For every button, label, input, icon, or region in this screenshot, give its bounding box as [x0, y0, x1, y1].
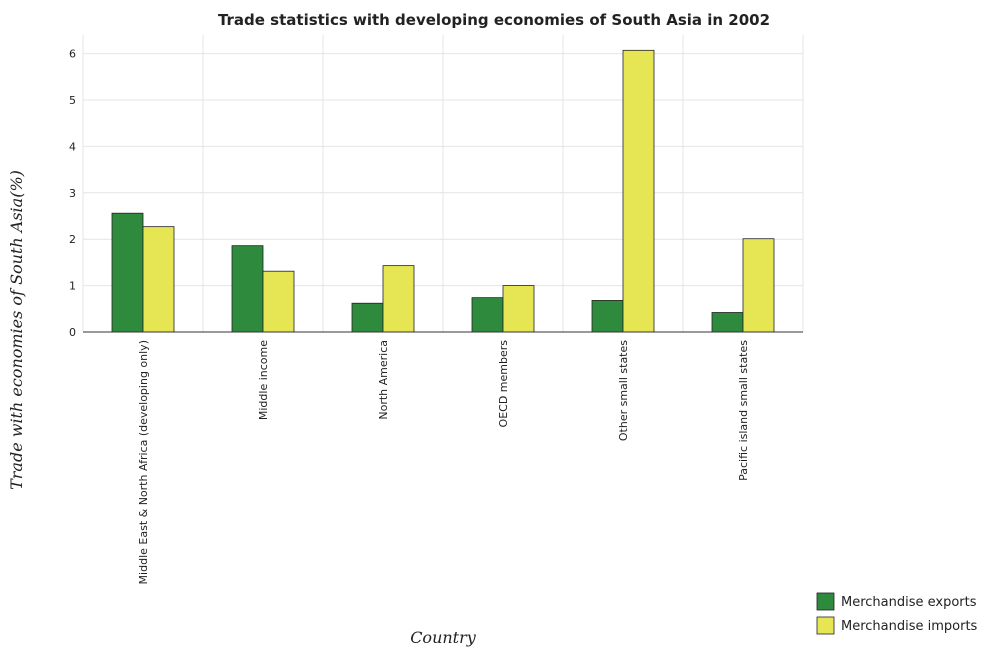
y-tick-labels: 0 1 2 3 4 5 6	[69, 48, 76, 339]
bar-merchandise-exports	[231, 245, 264, 333]
x-tick-label: Other small states	[617, 340, 630, 441]
x-tick-labels: Middle East & North Africa (developing o…	[137, 340, 750, 585]
x-tick-label: North America	[377, 340, 390, 420]
x-tick-label: Pacific island small states	[737, 340, 750, 481]
bar-merchandise-imports	[502, 285, 535, 333]
bar-merchandise-exports	[711, 312, 744, 333]
y-tick-label: 2	[69, 233, 76, 246]
bar-merchandise-imports	[142, 226, 175, 333]
legend-label: Merchandise exports	[841, 595, 977, 610]
x-tick-label: Middle East & North Africa (developing o…	[137, 340, 150, 584]
legend-swatch	[816, 592, 835, 611]
bar-merchandise-exports	[111, 212, 144, 333]
y-tick-label: 4	[69, 140, 76, 153]
y-tick-label: 6	[69, 48, 76, 61]
bar-merchandise-exports	[351, 302, 384, 333]
y-axis-title: Trade with economies of South Asia(%)	[7, 170, 26, 490]
x-axis-title: Country	[410, 628, 477, 647]
legend-label: Merchandise imports	[841, 619, 978, 634]
chart-title: Trade statistics with developing economi…	[218, 11, 770, 29]
y-tick-label: 0	[69, 326, 76, 339]
x-tick-label: Middle income	[257, 340, 270, 420]
bars	[111, 49, 775, 333]
x-tick-label: OECD members	[497, 340, 510, 428]
y-tick-label: 3	[69, 187, 76, 200]
bar-merchandise-imports	[262, 270, 295, 333]
bar-merchandise-exports	[591, 300, 624, 333]
bar-merchandise-imports	[622, 49, 655, 333]
bar-merchandise-imports	[742, 238, 775, 333]
bar-merchandise-imports	[382, 265, 415, 333]
legend: Merchandise exports Merchandise imports	[816, 592, 978, 635]
bar-merchandise-exports	[471, 297, 504, 333]
y-tick-label: 1	[69, 280, 76, 293]
gridlines	[82, 35, 804, 333]
legend-swatch	[816, 616, 835, 635]
y-tick-label: 5	[69, 94, 76, 107]
